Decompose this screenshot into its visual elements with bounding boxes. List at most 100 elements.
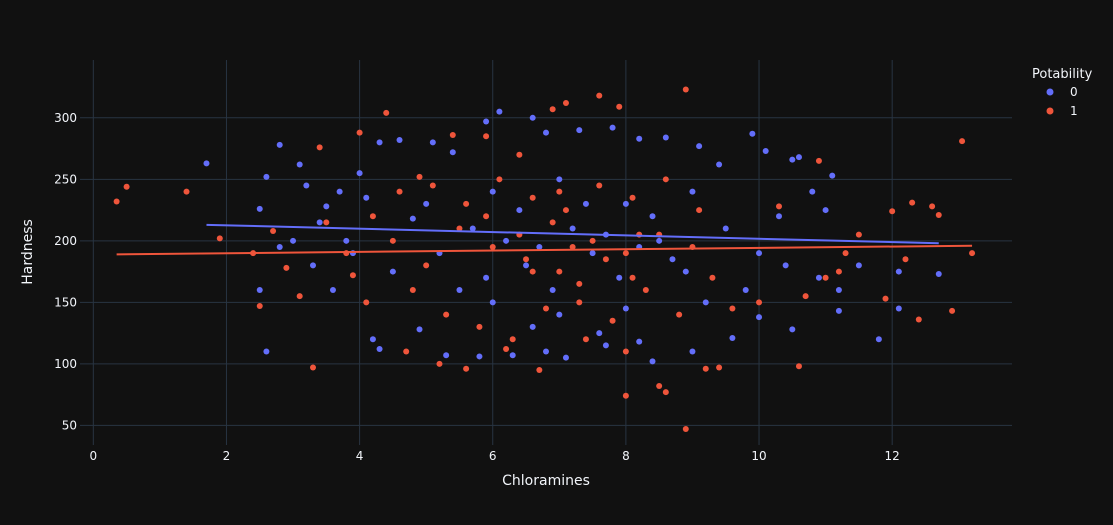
data-point-series-0[interactable] xyxy=(483,274,490,281)
data-point-series-0[interactable] xyxy=(303,182,310,189)
data-point-series-0[interactable] xyxy=(569,225,576,232)
data-point-series-0[interactable] xyxy=(622,305,629,312)
data-point-series-0[interactable] xyxy=(203,160,210,167)
data-point-series-0[interactable] xyxy=(689,348,696,355)
data-point-series-1[interactable] xyxy=(935,211,942,218)
data-point-series-0[interactable] xyxy=(263,348,270,355)
data-point-series-0[interactable] xyxy=(776,213,782,220)
data-point-series-0[interactable] xyxy=(636,338,643,345)
data-point-series-0[interactable] xyxy=(662,134,669,141)
data-point-series-0[interactable] xyxy=(256,287,263,294)
data-point-series-0[interactable] xyxy=(649,358,656,365)
data-point-series-1[interactable] xyxy=(949,307,956,314)
data-point-series-0[interactable] xyxy=(529,323,536,330)
data-point-series-1[interactable] xyxy=(383,109,390,116)
data-point-series-1[interactable] xyxy=(443,311,450,318)
data-point-series-1[interactable] xyxy=(523,256,530,263)
data-point-series-0[interactable] xyxy=(469,225,476,232)
data-point-series-0[interactable] xyxy=(489,188,496,195)
data-point-series-0[interactable] xyxy=(762,148,769,155)
data-point-series-1[interactable] xyxy=(629,194,636,201)
data-point-series-0[interactable] xyxy=(729,334,736,341)
data-point-series-1[interactable] xyxy=(183,188,190,195)
data-point-series-0[interactable] xyxy=(489,299,496,306)
data-point-series-0[interactable] xyxy=(789,326,796,333)
data-point-series-0[interactable] xyxy=(329,287,336,294)
data-point-series-1[interactable] xyxy=(283,264,290,271)
data-point-series-1[interactable] xyxy=(463,200,470,207)
data-point-series-1[interactable] xyxy=(842,250,849,257)
legend-label-1[interactable]: 1 xyxy=(1070,104,1078,118)
data-point-series-0[interactable] xyxy=(722,225,729,232)
data-point-series-1[interactable] xyxy=(396,188,403,195)
data-point-series-0[interactable] xyxy=(443,352,450,359)
data-point-series-0[interactable] xyxy=(429,139,436,146)
data-point-series-0[interactable] xyxy=(376,346,383,353)
data-point-series-0[interactable] xyxy=(756,314,763,321)
data-point-series-1[interactable] xyxy=(516,151,523,158)
data-point-series-0[interactable] xyxy=(609,124,616,131)
data-point-series-1[interactable] xyxy=(629,274,636,281)
data-point-series-0[interactable] xyxy=(616,274,623,281)
data-point-series-1[interactable] xyxy=(676,311,683,318)
data-point-series-1[interactable] xyxy=(662,389,669,396)
data-point-series-0[interactable] xyxy=(835,307,842,314)
data-point-series-0[interactable] xyxy=(263,173,270,180)
data-point-series-1[interactable] xyxy=(449,132,456,139)
data-point-series-0[interactable] xyxy=(742,287,749,294)
data-point-series-1[interactable] xyxy=(776,203,782,210)
data-point-series-1[interactable] xyxy=(503,346,510,353)
data-point-series-1[interactable] xyxy=(216,235,223,242)
data-point-series-1[interactable] xyxy=(496,176,503,183)
data-point-series-1[interactable] xyxy=(622,392,629,399)
data-point-series-1[interactable] xyxy=(316,144,323,151)
legend-marker-1[interactable] xyxy=(1046,107,1054,115)
data-point-series-1[interactable] xyxy=(822,274,829,281)
data-point-series-0[interactable] xyxy=(556,176,563,183)
data-point-series-0[interactable] xyxy=(815,274,822,281)
data-point-series-1[interactable] xyxy=(622,250,629,257)
data-point-series-0[interactable] xyxy=(509,352,516,359)
data-point-series-1[interactable] xyxy=(682,426,689,433)
data-point-series-0[interactable] xyxy=(935,271,942,278)
data-point-series-1[interactable] xyxy=(529,268,536,275)
data-point-series-0[interactable] xyxy=(423,200,430,207)
data-point-series-1[interactable] xyxy=(596,92,603,99)
data-point-series-1[interactable] xyxy=(882,295,889,302)
data-point-series-0[interactable] xyxy=(456,287,463,294)
data-point-series-1[interactable] xyxy=(562,100,569,107)
data-point-series-0[interactable] xyxy=(669,256,676,263)
data-point-series-1[interactable] xyxy=(909,199,916,206)
data-point-series-1[interactable] xyxy=(835,268,842,275)
data-point-series-0[interactable] xyxy=(376,139,383,146)
data-point-series-1[interactable] xyxy=(363,299,370,306)
data-point-series-1[interactable] xyxy=(576,280,583,287)
data-point-series-0[interactable] xyxy=(389,268,396,275)
data-point-series-1[interactable] xyxy=(642,287,649,294)
data-point-series-1[interactable] xyxy=(403,348,410,355)
data-point-series-0[interactable] xyxy=(649,213,656,220)
data-point-series-0[interactable] xyxy=(556,311,563,318)
data-point-series-0[interactable] xyxy=(523,262,530,269)
data-point-series-0[interactable] xyxy=(396,136,403,143)
data-point-series-0[interactable] xyxy=(895,268,902,275)
data-point-series-1[interactable] xyxy=(622,348,629,355)
data-point-series-0[interactable] xyxy=(589,250,596,257)
data-point-series-1[interactable] xyxy=(562,207,569,214)
data-point-series-1[interactable] xyxy=(915,316,922,323)
data-point-series-1[interactable] xyxy=(529,194,536,201)
data-point-series-0[interactable] xyxy=(582,200,589,207)
data-point-series-0[interactable] xyxy=(809,188,816,195)
data-point-series-1[interactable] xyxy=(929,203,936,210)
data-point-series-0[interactable] xyxy=(835,287,842,294)
data-point-series-1[interactable] xyxy=(662,176,669,183)
data-point-series-1[interactable] xyxy=(696,207,703,214)
data-point-series-1[interactable] xyxy=(795,363,802,370)
data-point-series-0[interactable] xyxy=(749,130,756,137)
data-point-series-1[interactable] xyxy=(256,303,263,310)
data-point-series-1[interactable] xyxy=(682,86,689,93)
data-point-series-1[interactable] xyxy=(889,208,896,215)
data-point-series-0[interactable] xyxy=(503,237,510,244)
data-point-series-0[interactable] xyxy=(855,262,862,269)
data-point-series-0[interactable] xyxy=(276,141,283,148)
